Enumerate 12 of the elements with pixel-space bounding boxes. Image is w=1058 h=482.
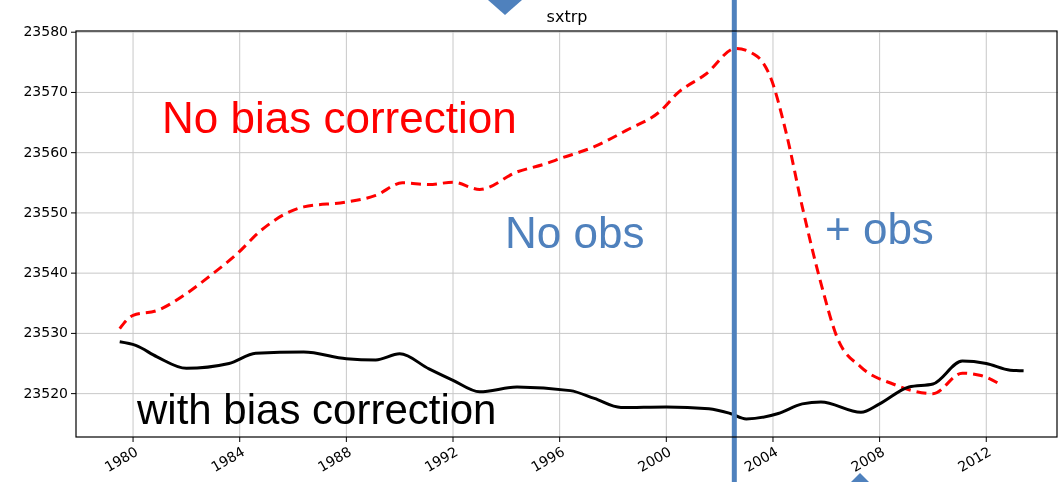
annotation: No obs [505, 208, 645, 257]
y-tick-label: 23570 [23, 83, 68, 100]
y-tick-label: 23530 [23, 324, 68, 341]
annotation: with bias correction [136, 386, 497, 433]
y-tick-label: 23580 [23, 23, 68, 40]
chart-title: sxtrp [546, 7, 588, 26]
y-tick-label: 23560 [23, 143, 68, 160]
y-tick-label: 23550 [23, 203, 68, 220]
annotation: No bias correction [162, 93, 517, 142]
y-tick-label: 23520 [23, 384, 68, 401]
y-tick-label: 23540 [23, 264, 68, 281]
annotation: + obs [825, 204, 934, 253]
